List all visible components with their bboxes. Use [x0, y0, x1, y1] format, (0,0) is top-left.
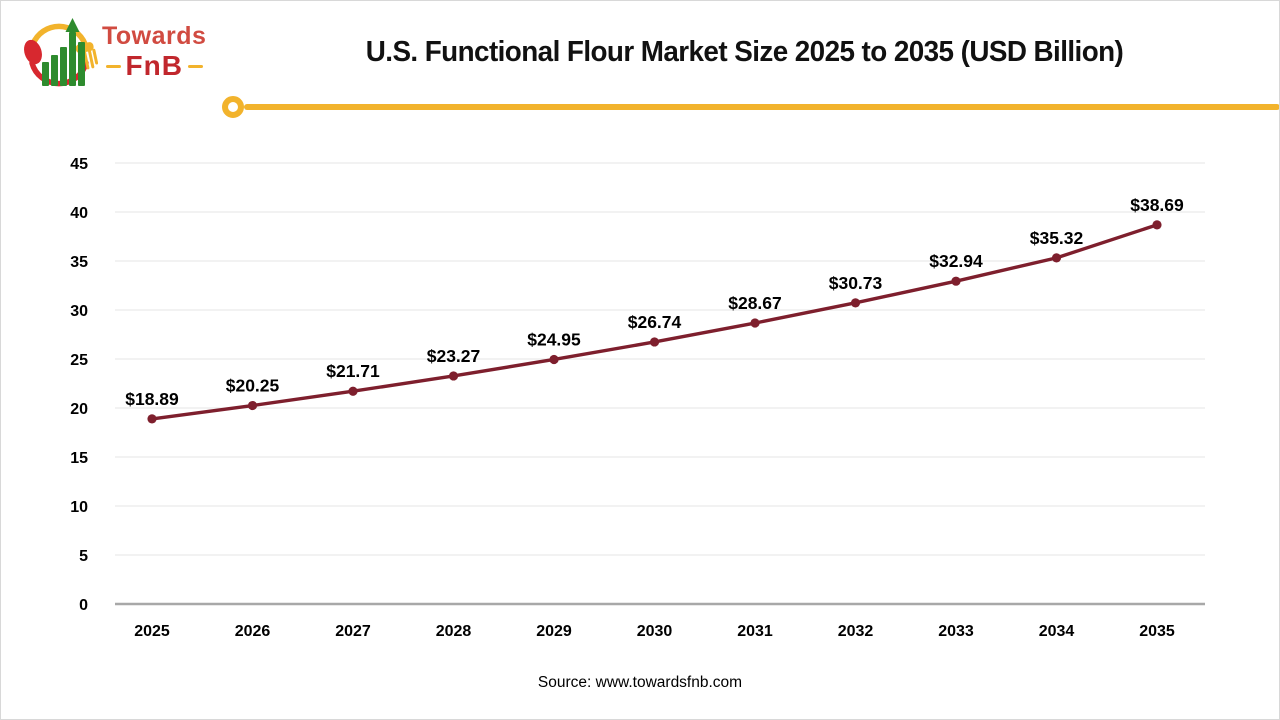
data-point-marker	[1152, 220, 1162, 230]
data-label: $21.71	[326, 361, 380, 381]
x-tick-label: 2034	[1039, 623, 1075, 640]
data-point-marker	[348, 386, 358, 396]
data-label: $23.27	[427, 346, 481, 366]
x-axis-labels: 2025 2026 2027 2028 2029 2030 2031 2032 2033 2034…	[134, 623, 1175, 640]
data-labels: $18.89 $20.25 $21.71 $23.27 $24.95 $26.74 $28.…	[125, 195, 1184, 409]
title-divider-ring-icon	[222, 96, 244, 118]
spoon-icon	[24, 39, 42, 65]
title-divider-line	[244, 104, 1280, 110]
x-tick-label: 2032	[838, 623, 874, 640]
data-label: $24.95	[527, 329, 581, 349]
page-title: U.S. Functional Flour Market Size 2025 t…	[365, 36, 1124, 68]
towards-fnb-logo: Towards FnB	[22, 10, 206, 90]
data-label: $26.74	[628, 312, 682, 332]
data-label: $30.73	[829, 273, 883, 293]
data-point-marker	[750, 318, 760, 328]
x-tick-label: 2027	[335, 623, 371, 640]
y-tick-label: 15	[70, 450, 88, 467]
y-tick-label: 30	[70, 303, 88, 320]
y-tick-label: 25	[70, 352, 88, 369]
y-tick-label: 20	[70, 401, 88, 418]
data-point-markers	[147, 220, 1162, 424]
data-point-marker	[247, 400, 258, 411]
y-tick-label: 10	[70, 499, 88, 516]
y-tick-label: 0	[79, 597, 88, 614]
towards-fnb-logo-icon	[24, 18, 98, 87]
data-label: $38.69	[1130, 195, 1184, 215]
data-label: $28.67	[728, 293, 782, 313]
y-tick-label: 40	[70, 205, 88, 222]
growth-bars-icon	[42, 18, 85, 86]
logo-text: Towards FnB	[102, 24, 206, 80]
logo-dash-left	[105, 64, 121, 68]
gridlines	[115, 162, 1205, 556]
x-tick-label: 2030	[637, 623, 673, 640]
x-tick-label: 2025	[134, 623, 170, 640]
y-tick-label: 45	[70, 156, 88, 173]
logo-line2: FnB	[125, 50, 183, 81]
y-tick-label: 35	[70, 254, 88, 271]
data-point-marker	[951, 276, 961, 286]
x-tick-label: 2033	[938, 623, 974, 640]
data-point-marker	[850, 298, 861, 308]
logo-dash-right	[187, 64, 203, 68]
x-tick-label: 2026	[235, 623, 271, 640]
data-point-marker	[649, 337, 660, 347]
logo-arc-yellow	[30, 23, 88, 47]
data-label: $20.25	[226, 376, 280, 396]
data-point-marker	[549, 354, 559, 365]
x-tick-label: 2035	[1139, 623, 1175, 640]
y-axis-labels: 0 5 10 15 20 25 30 35 40 45	[70, 156, 88, 614]
x-tick-label: 2029	[536, 623, 572, 640]
data-point-marker	[147, 414, 157, 424]
data-label: $18.89	[125, 389, 179, 409]
data-label: $32.94	[929, 251, 983, 271]
data-point-marker	[1051, 253, 1062, 263]
data-label: $35.32	[1030, 228, 1084, 248]
data-point-marker	[448, 371, 459, 381]
y-tick-label: 5	[79, 548, 88, 565]
x-tick-label: 2028	[436, 623, 472, 640]
logo-line1: Towards	[102, 22, 207, 50]
x-tick-label: 2031	[737, 623, 773, 640]
source-note: Source: www.towardsfnb.com	[537, 674, 743, 691]
logo-arc-red	[29, 60, 89, 87]
